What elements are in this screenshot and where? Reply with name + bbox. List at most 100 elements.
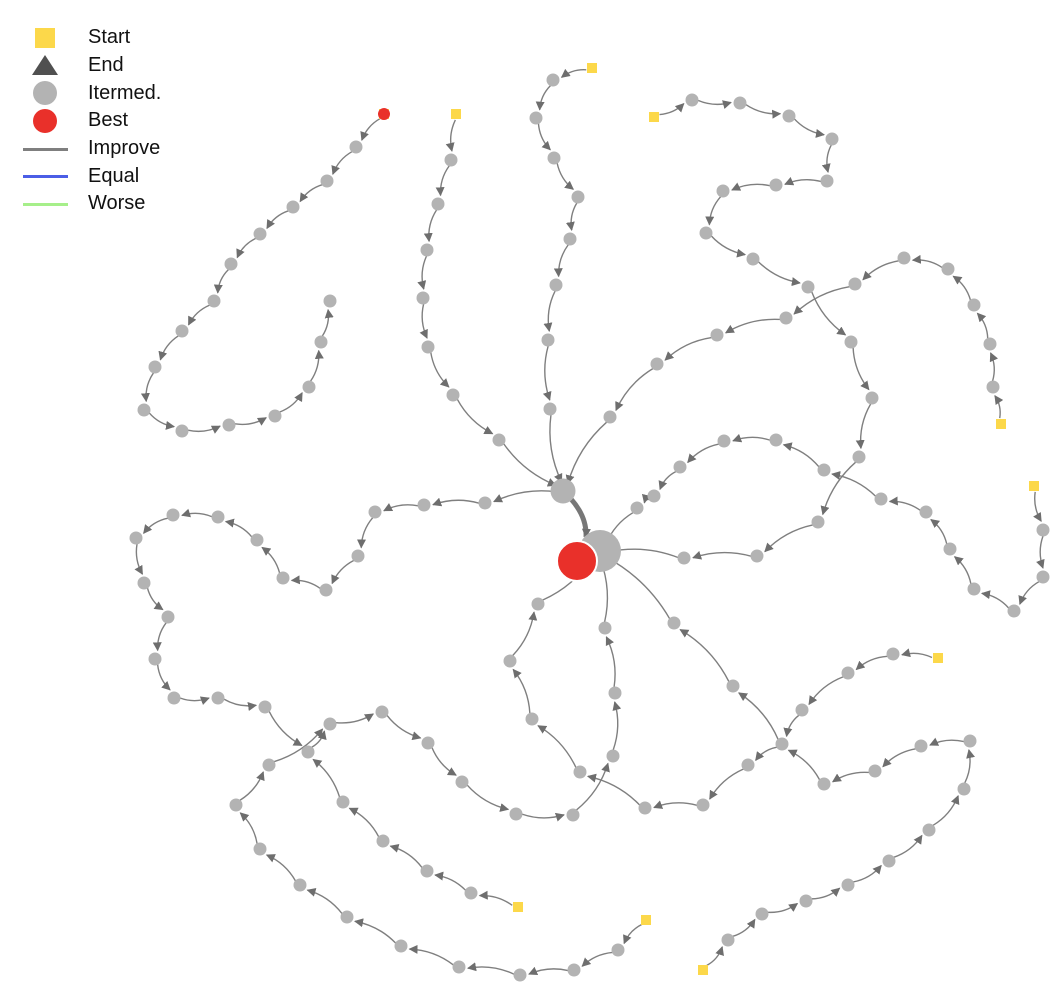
- intermediate-node: [276, 571, 290, 585]
- intermediate-node: [293, 878, 307, 892]
- intermediate-node: [229, 798, 243, 812]
- improve-edge: [417, 255, 428, 290]
- intermediate-node: [967, 298, 981, 312]
- legend-item-start: Start: [20, 24, 161, 52]
- intermediate-node: [452, 960, 466, 974]
- intermediate-node: [685, 93, 699, 107]
- improve-edge: [901, 648, 933, 659]
- intermediate-node: [638, 801, 652, 815]
- improve-edge: [964, 749, 975, 784]
- intermediate-node: [817, 463, 831, 477]
- intermediate-node: [222, 418, 236, 432]
- improve-edge: [976, 312, 989, 339]
- intermediate-node: [547, 151, 561, 165]
- intermediate-node: [750, 549, 764, 563]
- improve-edge: [1036, 535, 1045, 569]
- intermediate-node: [421, 340, 435, 354]
- legend-label: Equal: [88, 164, 140, 187]
- improve-edge: [356, 517, 374, 549]
- improve-edge: [535, 84, 552, 111]
- intermediate-node: [492, 433, 506, 447]
- improve-edge: [811, 887, 841, 900]
- improve-edge: [855, 655, 888, 671]
- improve-edge: [434, 871, 467, 891]
- improve-edge: [467, 962, 515, 975]
- intermediate-node: [320, 174, 334, 188]
- improve-edge: [478, 890, 513, 906]
- improve-edge: [354, 918, 397, 944]
- legend-item-worse: Worse: [20, 190, 161, 218]
- improve-edge: [692, 550, 752, 560]
- improve-edge: [862, 260, 899, 281]
- intermediate-node: [503, 654, 517, 668]
- intermediate-node: [166, 508, 180, 522]
- intermediate-node: [963, 734, 977, 748]
- intermediate-node: [852, 450, 866, 464]
- intermediate-node: [817, 777, 831, 791]
- improve-edge: [299, 183, 323, 203]
- improve-edge: [348, 807, 380, 838]
- improve-edge: [793, 285, 850, 315]
- start-square-icon: [35, 27, 55, 48]
- intermediate-node: [696, 798, 710, 812]
- improve-edge: [745, 103, 782, 119]
- improve-edge: [641, 493, 651, 504]
- improve-edge: [279, 392, 303, 413]
- intermediate-node: [882, 854, 896, 868]
- improve-edge: [952, 275, 972, 301]
- intermediate-node: [455, 775, 469, 789]
- improve-edge: [432, 497, 480, 507]
- intermediate-node: [741, 758, 755, 772]
- improve-edge: [994, 395, 1004, 419]
- improve-edge: [143, 517, 169, 534]
- start-node: [649, 112, 659, 122]
- improve-edge: [431, 747, 457, 776]
- legend-item-best: Best: [20, 107, 161, 135]
- legend-label: Itermed.: [88, 81, 162, 104]
- improve-edge: [953, 556, 972, 584]
- improve-edge: [811, 291, 847, 336]
- legend-item-equal: Equal: [20, 162, 161, 190]
- intermediate-node: [746, 252, 760, 266]
- intermediate-node: [914, 739, 928, 753]
- intermediate-node: [509, 807, 523, 821]
- intermediate-node: [779, 311, 793, 325]
- improve-edge: [542, 345, 552, 401]
- improve-edge: [389, 843, 423, 869]
- intermediate-node: [336, 795, 350, 809]
- improve-edge: [493, 490, 558, 503]
- legend-label: Best: [88, 109, 129, 132]
- intermediate-node: [250, 533, 264, 547]
- improve-edge: [512, 611, 538, 657]
- intermediate-node: [340, 910, 354, 924]
- improve-edge: [710, 235, 747, 258]
- improve-edge: [239, 812, 258, 844]
- improve-edge: [466, 784, 510, 812]
- improve-edge: [543, 290, 556, 332]
- improve-edge: [556, 162, 574, 190]
- intermediate-node: [207, 294, 221, 308]
- intermediate-node: [733, 96, 747, 110]
- improve-edge: [664, 336, 712, 361]
- improve-edge: [615, 367, 654, 412]
- improve-edge: [855, 403, 872, 450]
- improve-edge: [386, 714, 422, 741]
- intermediate-node: [943, 542, 957, 556]
- improve-edge: [784, 176, 822, 186]
- improve-edge: [980, 590, 1010, 609]
- improve-edge: [445, 119, 456, 152]
- intermediate-node: [478, 496, 492, 510]
- start-node: [698, 965, 708, 975]
- intermediate-node: [841, 878, 855, 892]
- improve-edge: [146, 587, 164, 611]
- improve-edge: [709, 768, 744, 800]
- improve-edge: [423, 209, 438, 243]
- improve-edge: [831, 470, 877, 497]
- intermediate-node: [314, 335, 328, 349]
- intermediate-node: [137, 576, 151, 590]
- intermediate-node: [922, 823, 936, 837]
- improve-edge: [787, 749, 821, 781]
- intermediate-node: [531, 597, 545, 611]
- improve-edge: [224, 518, 253, 538]
- improve-edge: [408, 944, 454, 966]
